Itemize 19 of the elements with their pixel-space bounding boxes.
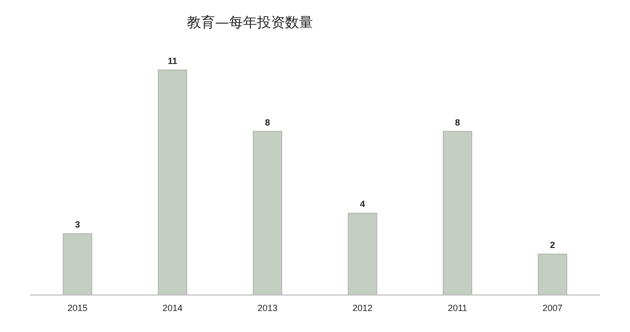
data-label: 4 [360,199,366,210]
x-tick-label: 2014 [162,303,183,313]
x-tick-label: 2013 [257,303,278,313]
bar [442,130,472,296]
bar [538,254,568,296]
chart-title: 教育—每年投资数量 [187,14,313,31]
bar [252,130,282,296]
data-label: 8 [264,117,270,128]
bar [158,70,188,296]
x-tick-label: 2015 [67,303,88,313]
x-tick-label: 2007 [542,303,563,313]
bar [348,212,378,296]
x-tick-label: 2011 [448,303,468,313]
data-label: 8 [454,117,460,128]
bar [62,233,92,296]
x-tick-label: 2012 [352,303,373,313]
data-label: 2 [550,240,556,250]
data-label: 11 [168,56,178,66]
data-label: 3 [74,220,80,230]
